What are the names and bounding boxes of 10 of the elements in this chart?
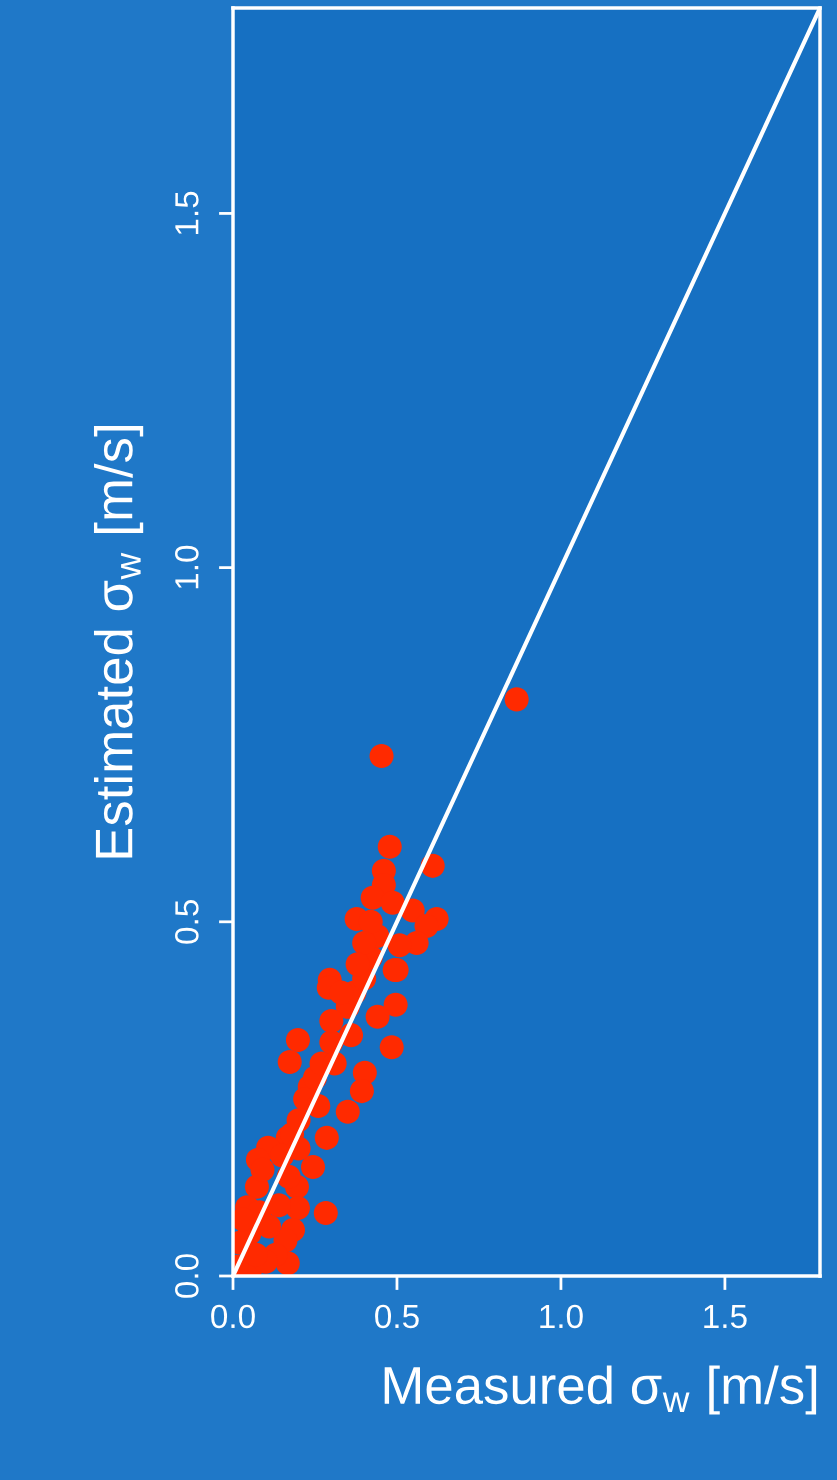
y-tick-label: 1.0 xyxy=(175,545,199,589)
y-tick-label: 0.0 xyxy=(175,1254,199,1298)
x-tick-label: 1.0 xyxy=(540,1304,583,1329)
x-tick-label: 1.5 xyxy=(704,1305,747,1329)
x-axis-title: Measured σ$_{w}$ [m/s] xyxy=(384,1365,817,1415)
y-tick-label: 1.5 xyxy=(175,191,199,235)
y-tick-label: 0.5 xyxy=(175,900,199,944)
y-axis-title: Estimated σ$_{w}$ [m/s] xyxy=(93,426,144,858)
x-tick-label: 0.5 xyxy=(375,1304,419,1329)
x-tick-label: 0.0 xyxy=(211,1304,255,1329)
